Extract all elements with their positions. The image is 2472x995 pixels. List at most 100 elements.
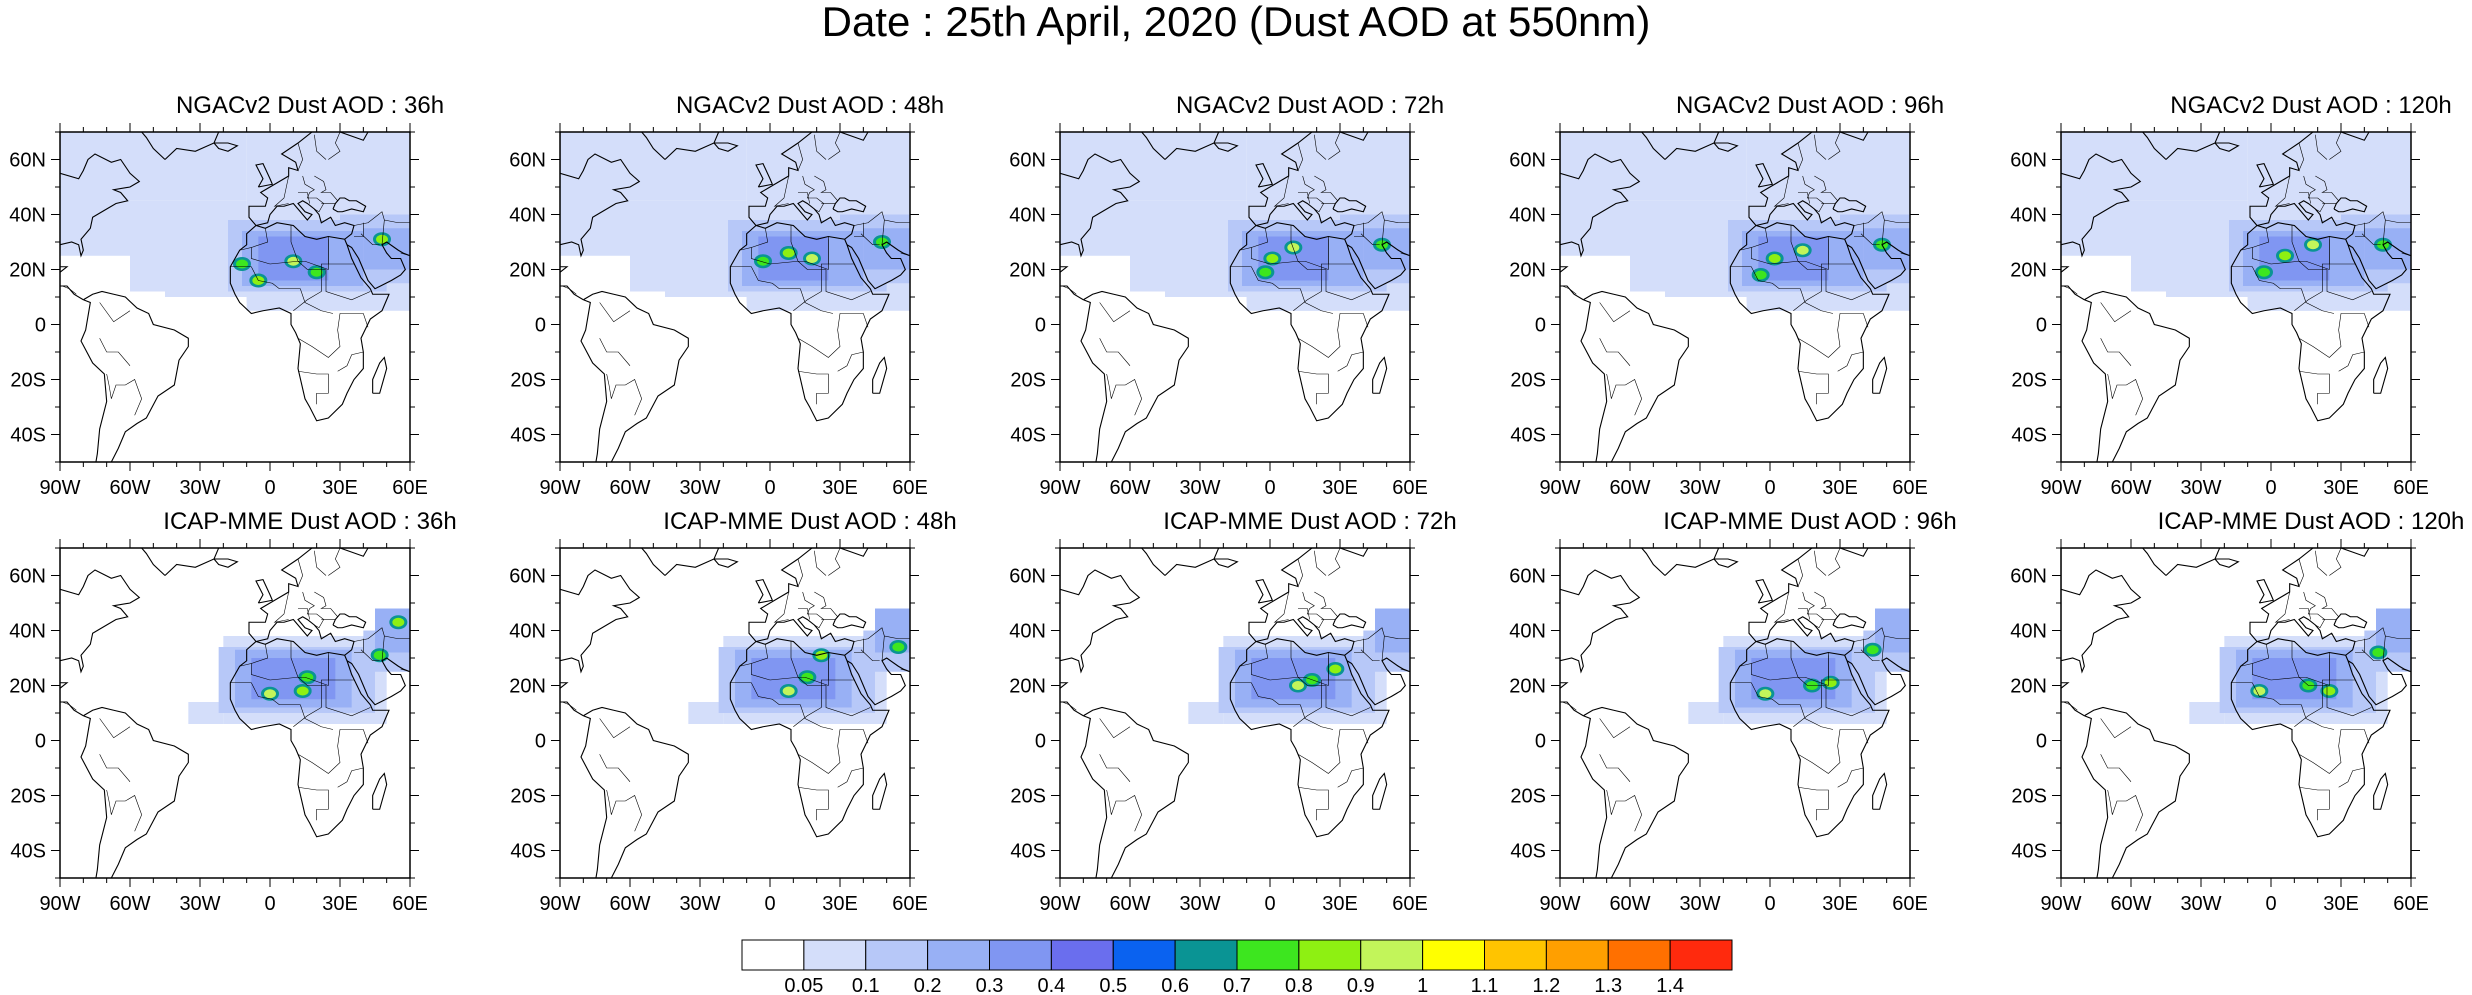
country-border: [1099, 302, 1131, 323]
country-border: [1797, 558, 1803, 587]
country-border: [1797, 370, 1829, 405]
coastline: [1372, 772, 1388, 810]
lat-tick-label: 40S: [10, 425, 46, 447]
country-border: [297, 558, 303, 587]
country-border: [1730, 266, 1834, 314]
aod-max-spot: [1796, 245, 1809, 255]
lat-tick-label: 40S: [2011, 841, 2047, 863]
lon-tick-label: 90W: [539, 477, 580, 499]
country-border: [1381, 635, 1385, 661]
aod-max-spot: [301, 672, 314, 682]
country-border: [2315, 550, 2328, 576]
country-border: [1797, 142, 1803, 171]
coastline: [640, 548, 720, 576]
coastline: [1255, 579, 1274, 604]
country-border: [2100, 302, 2132, 323]
country-border: [599, 718, 631, 739]
lat-tick-label: 20N: [1009, 260, 1046, 282]
coastline: [1140, 548, 1220, 576]
country-border: [1599, 338, 1631, 366]
coastline: [2214, 558, 2240, 568]
country-border: [1793, 679, 1829, 727]
lon-tick-label: 30E: [1322, 893, 1358, 915]
country-border: [1273, 591, 1289, 623]
coastline: [80, 706, 189, 878]
lat-tick-label: 20S: [1010, 370, 1046, 392]
coastline: [832, 197, 867, 213]
country-border: [2252, 644, 2270, 664]
country-border: [1293, 263, 1329, 311]
country-border: [1360, 233, 1380, 246]
country-border: [2303, 175, 2326, 213]
country-border: [99, 338, 131, 366]
lon-tick-label: 60E: [1892, 893, 1928, 915]
country-border: [2382, 219, 2386, 245]
colorbar-label: 1.1: [1471, 975, 1499, 995]
coastline: [140, 548, 220, 576]
country-border: [251, 644, 269, 664]
aod-region: [630, 132, 747, 201]
coastline: [1213, 142, 1239, 152]
coastline: [346, 657, 410, 706]
country-border: [900, 668, 910, 673]
coastline: [1872, 356, 1888, 394]
country-border: [298, 608, 310, 620]
lon-tick-label: 60W: [1609, 893, 1650, 915]
aod-region: [1875, 608, 1910, 653]
aod-max-spot: [2253, 686, 2266, 696]
aod-max-spot: [892, 642, 905, 652]
lat-tick-label: 20S: [510, 786, 546, 808]
lon-tick-label: 60E: [2393, 477, 2429, 499]
country-border: [2240, 239, 2330, 270]
country-border: [814, 591, 839, 620]
coastline: [560, 132, 641, 301]
country-border: [1297, 313, 1369, 358]
lon-tick-label: 30W: [679, 893, 720, 915]
lat-tick-label: 20S: [1510, 370, 1546, 392]
coastline: [140, 132, 220, 160]
country-border: [599, 338, 631, 366]
country-border: [1297, 558, 1303, 587]
country-border: [328, 132, 341, 160]
country-border: [2252, 228, 2270, 248]
country-border: [881, 635, 885, 661]
lat-tick-label: 20N: [2010, 260, 2047, 282]
country-border: [562, 701, 577, 711]
country-border: [1354, 638, 1364, 653]
aod-region: [2189, 702, 2225, 724]
country-border: [837, 351, 864, 372]
country-border: [997, 237, 1044, 254]
coastline: [1872, 772, 1888, 810]
country-border: [2329, 132, 2342, 160]
country-border: [739, 239, 829, 270]
aod-max-spot: [2258, 267, 2270, 277]
panel-title-icap-48h: ICAP-MME Dust AOD : 48h: [663, 508, 957, 535]
coastline: [1560, 548, 1641, 717]
country-border: [2382, 635, 2386, 661]
country-border: [1802, 591, 1825, 629]
country-border: [1837, 767, 1864, 788]
country-border: [328, 652, 354, 681]
country-border: [99, 302, 131, 323]
country-border: [1881, 635, 1885, 661]
coastline: [1332, 197, 1367, 213]
coastline: [729, 638, 890, 838]
aod-max-spot: [2279, 251, 2291, 261]
country-border: [1797, 313, 1869, 358]
country-border: [0, 237, 44, 254]
lon-tick-label: 0: [764, 477, 775, 499]
country-border: [1298, 608, 1310, 620]
coastline: [229, 638, 390, 838]
coastline: [1755, 579, 1774, 604]
coastline: [229, 222, 390, 422]
lat-tick-label: 20N: [1009, 676, 1046, 698]
aod-max-spot: [310, 267, 323, 277]
country-border: [1854, 638, 1864, 653]
country-border: [1606, 789, 1642, 832]
country-border: [1298, 192, 1310, 204]
coastline: [332, 197, 367, 213]
aod-region: [375, 608, 410, 653]
country-border: [302, 591, 325, 629]
country-border: [900, 252, 910, 257]
colorbar-label: 0.7: [1223, 975, 1251, 995]
